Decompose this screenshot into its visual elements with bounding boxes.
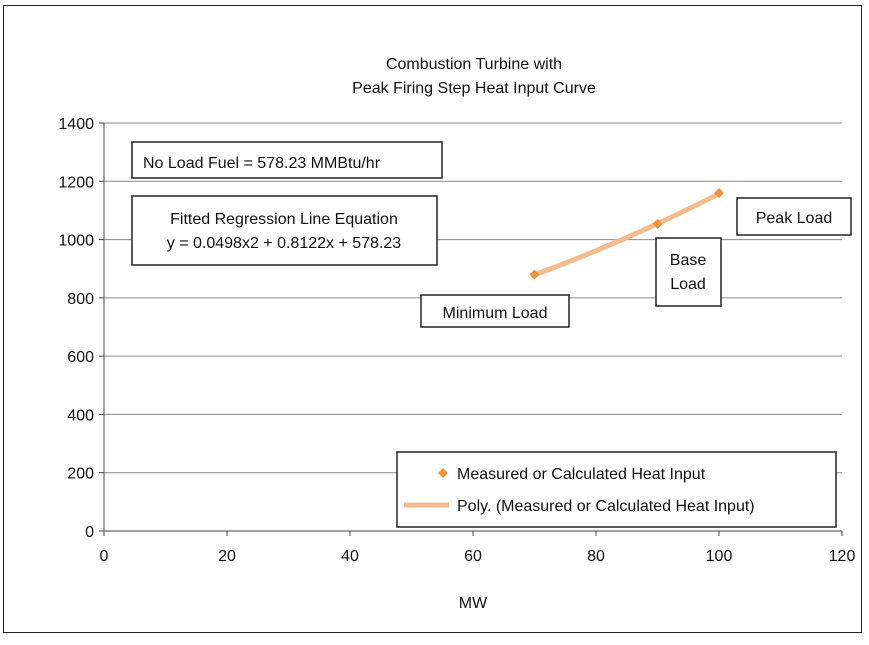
y-tick-label: 1400 [58,116,94,133]
annotation-box [131,195,438,266]
annotation-text: No Load Fuel = 578.23 MMBtu/hr [143,155,381,172]
annotation-regression-equation: Fitted Regression Line Equation y = 0.049… [131,195,438,266]
legend-label-fit: Poly. (Measured or Calculated Heat Input… [457,498,755,515]
annotation-text: Base [670,252,707,269]
annotation-peak-load: Peak Load [736,197,852,236]
x-tick-label: 60 [464,548,482,565]
y-tick-label: 200 [67,466,94,483]
annotation-box [736,197,852,236]
data-point-diamond [529,269,540,280]
annotation-text: y = 0.0498x2 + 0.8122x + 578.23 [167,235,402,252]
legend-marker-diamond [438,468,448,478]
annotation-minimum-load: Minimum Load [420,294,570,328]
chart-title-line: Peak Firing Step Heat Input Curve [352,80,596,97]
chart-frame: Combustion Turbine with Peak Firing Step … [3,5,862,633]
y-tick-label: 1000 [58,233,94,250]
x-axis-label: MW [459,595,488,612]
annotation-box [131,141,443,179]
x-tick-label: 40 [341,548,359,565]
chart-title-line: Combustion Turbine with [386,56,562,73]
legend-label-points: Measured or Calculated Heat Input [457,466,706,483]
x-tick-label: 20 [218,548,236,565]
data-point-diamond [652,218,663,229]
annotation-text: Peak Load [756,210,833,227]
annotation-box [655,237,722,307]
x-tick-label: 0 [100,548,109,565]
x-tick-label: 100 [706,548,733,565]
y-tick-label: 1200 [58,174,94,191]
legend-box [396,451,837,528]
y-tick-label: 600 [67,349,94,366]
annotation-text: Load [670,276,706,293]
y-tick-label: 800 [67,291,94,308]
y-tick-label: 400 [67,407,94,424]
annotation-no-load-fuel: No Load Fuel = 578.23 MMBtu/hr [131,141,443,179]
regression-curve [532,191,722,278]
annotation-box [420,294,570,328]
y-tick-label: 0 [85,524,94,541]
x-tick-label: 120 [829,548,856,565]
legend: Measured or Calculated Heat Input Poly. (… [396,451,837,528]
x-tick-label: 80 [587,548,605,565]
annotation-base-load: Base Load [655,237,722,307]
annotation-text: Minimum Load [443,305,548,322]
chart: Combustion Turbine with Peak Firing Step … [58,56,856,612]
data-point-diamond [714,187,724,198]
annotation-text: Fitted Regression Line Equation [170,211,398,228]
